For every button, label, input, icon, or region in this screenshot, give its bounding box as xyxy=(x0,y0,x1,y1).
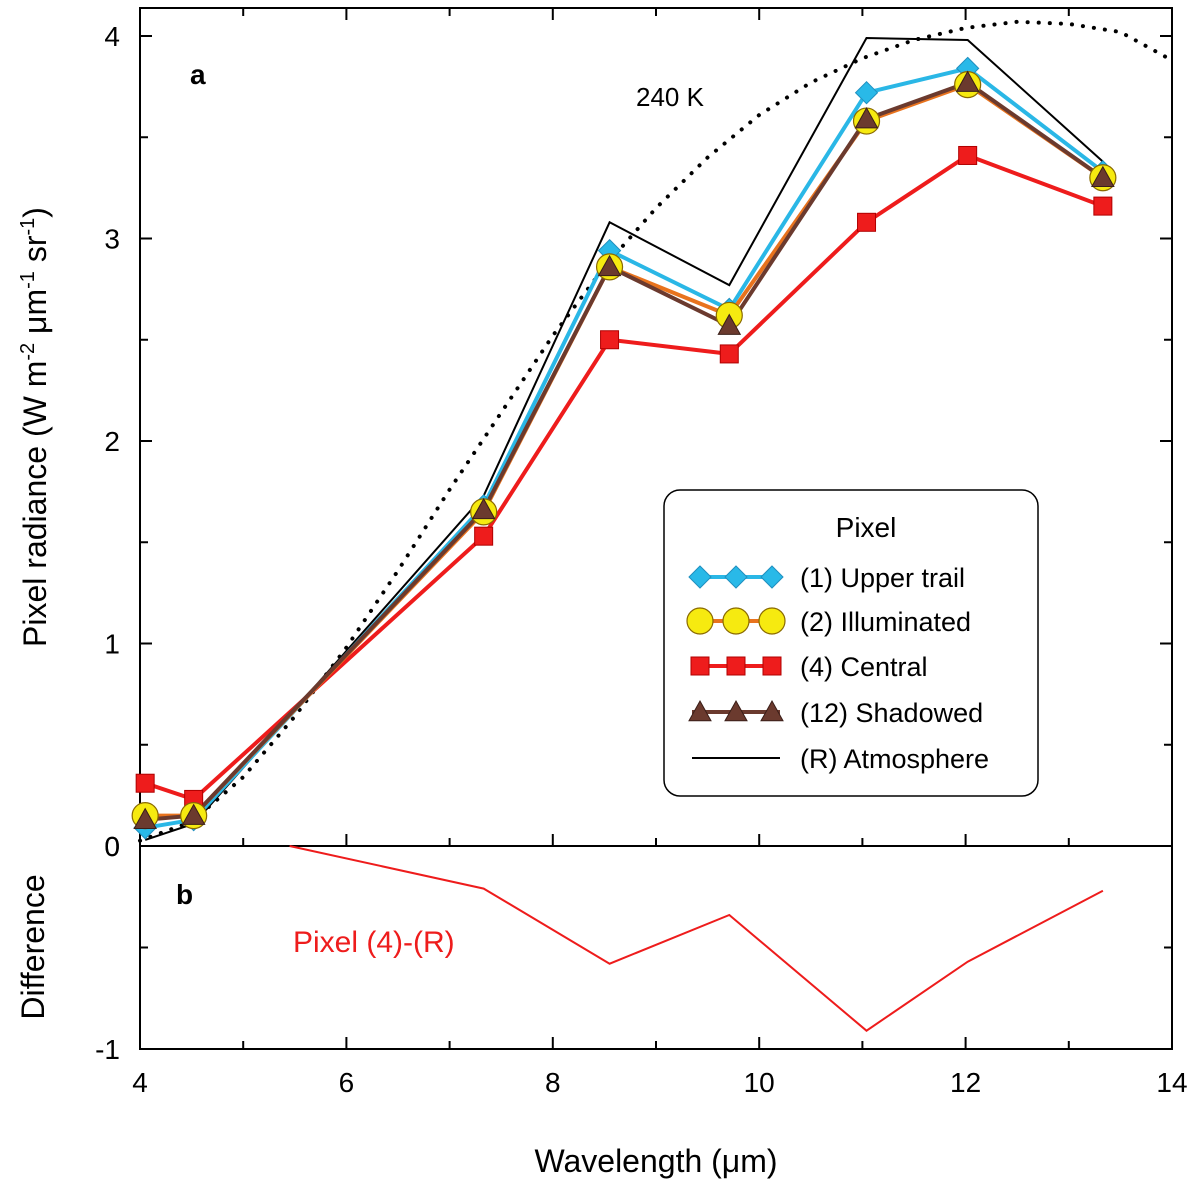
y-tick-label-a: 4 xyxy=(104,21,120,52)
x-tick-label: 4 xyxy=(132,1067,148,1098)
legend-entry-central: (4) Central xyxy=(800,652,928,682)
legend-box xyxy=(663,489,1039,797)
legend-marker-diamond xyxy=(760,565,784,589)
data-point-square xyxy=(474,526,494,546)
difference-line xyxy=(289,845,1104,1032)
x-axis-label: Wavelength (μm) xyxy=(534,1143,777,1179)
panel-b-y-tick-labels: 0 -1 xyxy=(95,831,120,1065)
blackbody-label: 240 K xyxy=(636,82,705,112)
panel-b-series xyxy=(289,845,1104,1032)
ylabel-end: ) xyxy=(17,207,53,218)
data-point-square xyxy=(600,330,620,350)
ylabel-sup-2: -1 xyxy=(17,271,39,289)
legend-marker-circle xyxy=(758,607,786,635)
data-point-triangle xyxy=(854,106,879,129)
legend-marker-diamond xyxy=(724,565,748,589)
legend-marker-triangle xyxy=(760,699,784,722)
legend: Pixel (1) Upper trail (2) Illuminated (4… xyxy=(663,489,1039,797)
data-point-diamond xyxy=(854,80,879,105)
series-line-square xyxy=(144,153,1104,802)
ylabel-main: Pixel radiance (W m xyxy=(17,361,53,647)
legend-marker-square xyxy=(762,656,782,676)
x-tick-label: 12 xyxy=(950,1067,981,1098)
data-point-triangle xyxy=(133,807,158,829)
data-point-triangle xyxy=(181,803,206,825)
x-tick-label: 14 xyxy=(1156,1067,1187,1098)
legend-samples xyxy=(686,565,786,759)
legend-entry-atmosphere: (R) Atmosphere xyxy=(800,744,989,774)
legend-entry-shadowed: (12) Shadowed xyxy=(800,698,983,728)
panel-b-label: b xyxy=(176,879,193,910)
y-tick-label-b: -1 xyxy=(95,1034,120,1065)
panel-a-label: a xyxy=(190,59,206,90)
data-point-triangle xyxy=(717,313,742,335)
data-point-triangle xyxy=(955,70,980,92)
y-tick-label-b: 0 xyxy=(104,831,120,862)
y-axis-label-radiance: Pixel radiance (W m-2 μm-1 sr-1) xyxy=(17,207,53,647)
legend-marker-triangle xyxy=(724,699,748,722)
data-point-square xyxy=(135,773,155,793)
ylabel-sup-1: -2 xyxy=(17,343,39,361)
y-tick-label-a: 3 xyxy=(104,224,120,255)
legend-marker-diamond xyxy=(688,565,712,589)
x-tick-labels: 4 6 8 10 12 14 xyxy=(132,1067,1187,1098)
data-point-square xyxy=(719,344,739,364)
legend-entry-illuminated: (2) Illuminated xyxy=(800,607,971,637)
y-tick-label-a: 0 xyxy=(104,831,120,862)
panel-a-y-tick-labels: 0 1 2 3 4 xyxy=(104,21,120,862)
y-tick-label-a: 1 xyxy=(104,629,120,660)
legend-marker-square xyxy=(690,656,710,676)
x-tick-label: 8 xyxy=(545,1067,561,1098)
legend-title: Pixel xyxy=(836,512,897,543)
data-point-triangle xyxy=(1091,165,1115,188)
data-point-square xyxy=(857,212,877,232)
y-axis-label-difference: Difference xyxy=(15,874,51,1019)
y-tick-label-a: 2 xyxy=(104,426,120,457)
legend-marker-circle xyxy=(686,607,714,635)
legend-marker-square xyxy=(726,656,746,676)
x-tick-label: 10 xyxy=(744,1067,775,1098)
x-tick-label: 6 xyxy=(339,1067,355,1098)
data-point-square xyxy=(958,145,978,165)
panel-b: 0 -1 b Pixel (4)-(R) Difference 4 6 8 10 12 14… xyxy=(15,831,1188,1179)
difference-annotation: Pixel (4)-(R) xyxy=(293,926,455,959)
ylabel-mid-2: sr xyxy=(17,235,53,271)
legend-marker-circle xyxy=(722,607,750,635)
legend-entry-upper-trail: (1) Upper trail xyxy=(800,563,965,593)
legend-marker-triangle xyxy=(688,699,712,722)
series-line-triangle xyxy=(145,80,1105,822)
data-point-triangle xyxy=(471,497,496,520)
ylabel-sup-3: -1 xyxy=(17,218,39,236)
panel-a-series xyxy=(131,36,1117,841)
data-point-square xyxy=(1093,196,1113,216)
data-point-triangle xyxy=(597,254,622,277)
ylabel-mid-1: μm xyxy=(17,289,53,343)
panel-b-ticks xyxy=(139,845,1173,1050)
